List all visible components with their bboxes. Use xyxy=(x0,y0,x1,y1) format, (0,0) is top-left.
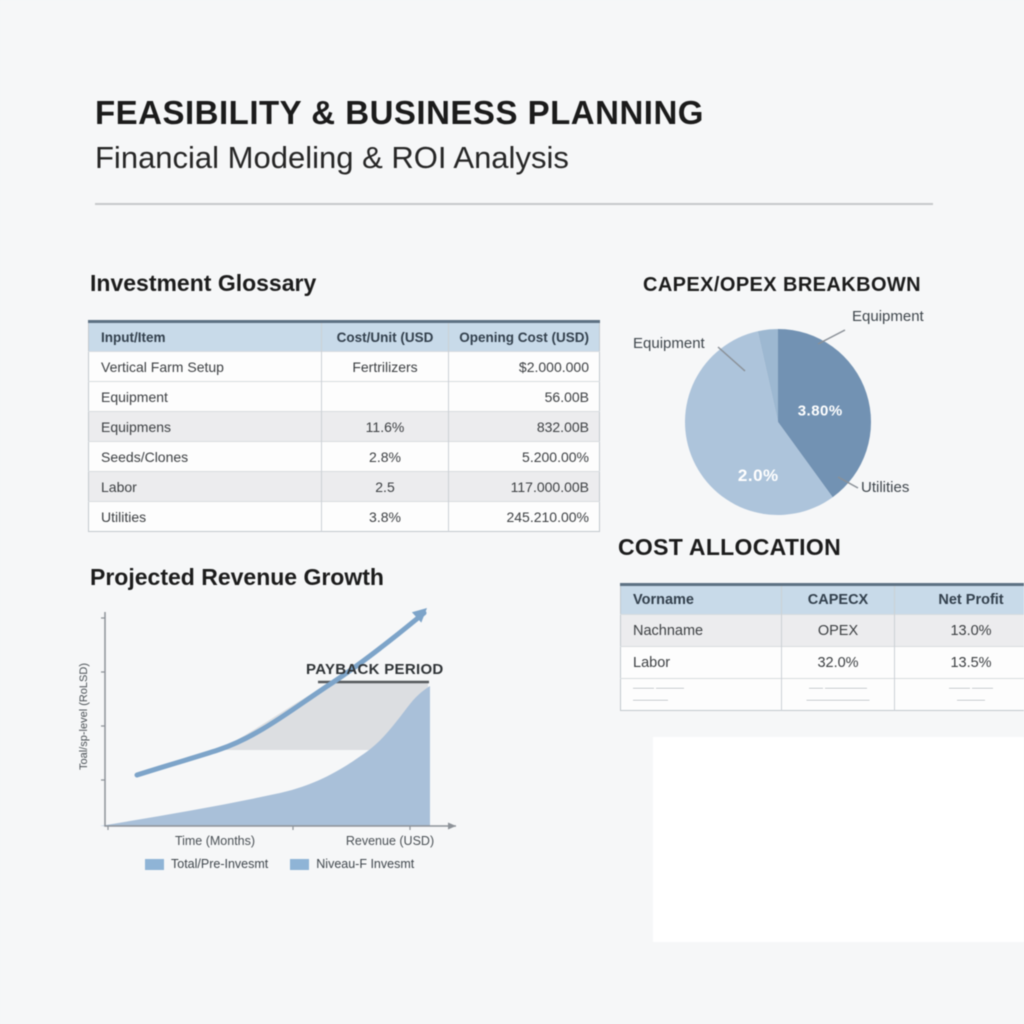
x-axis-label-revenue: Revenue (USD) xyxy=(345,834,435,848)
glossary-table: Input/Item Cost/Unit (USD Opening Cost (US… xyxy=(88,320,600,532)
legend-item: Total/Pre-Invesmt xyxy=(145,857,268,871)
page-title: FEASIBILITY & BUSINESS PLANNING xyxy=(95,94,704,131)
table-cell: 117.000.00B xyxy=(448,471,600,502)
pie-slice xyxy=(757,329,778,422)
chart-legend: Total/Pre-Invesmt Niveau-F Invesmt xyxy=(145,857,414,871)
column-header: Input/Item xyxy=(88,321,322,352)
legend-swatch-icon xyxy=(290,858,310,870)
table-cell: OPEX xyxy=(781,614,895,647)
table-cell: 13.0% xyxy=(894,614,1024,647)
x-axis-label-time: Time (Months) xyxy=(174,834,256,848)
table-row: Nachname OPEX 13.0% xyxy=(620,614,1024,647)
table-cell: Vertical Farm Setup xyxy=(88,351,322,382)
legend-label: Total/Pre-Invesmt xyxy=(171,857,269,871)
pie-label-equipment-right: Equipment xyxy=(852,308,924,325)
table-cell: 2.5 xyxy=(321,471,449,502)
callout-line xyxy=(717,346,746,372)
pie-slice-label: 2.0% xyxy=(738,466,779,485)
revenue-heading: Projected Revenue Growth xyxy=(90,564,384,590)
pie-label-utilities: Utilities xyxy=(861,479,910,496)
allocation-table: Vorname CAPECX Net Profit Nachname OPEX 13.0%… xyxy=(620,583,1024,711)
table-cell: Labor xyxy=(620,646,782,679)
table-row: Labor 2.5 117.000.00B xyxy=(88,471,600,502)
white-panel xyxy=(653,737,1024,942)
table-cell: ——— ——— ———— xyxy=(894,678,1024,711)
table-cell: 5.200.00% xyxy=(448,441,600,472)
table-cell: 2.8% xyxy=(321,441,449,472)
table-row: Utilities 3.8% 245.210.00% xyxy=(88,501,600,532)
table-cell: Labor xyxy=(88,471,322,502)
table-cell: 11.6% xyxy=(321,411,449,442)
table-cell: —— —————— ————————— xyxy=(781,678,895,711)
legend-swatch-icon xyxy=(145,858,164,870)
table-cell: ——— ———— ————— xyxy=(620,678,782,711)
table-header-row: Vorname CAPECX Net Profit xyxy=(620,584,1024,615)
table-cell: 56.00B xyxy=(448,381,600,412)
legend-item: Niveau-F Invesmt xyxy=(290,857,414,871)
callout-line xyxy=(817,329,846,345)
column-header: Vorname xyxy=(620,584,782,615)
table-header-row: Input/Item Cost/Unit (USD Opening Cost (US… xyxy=(88,321,600,352)
divider xyxy=(95,203,933,205)
column-header: Cost/Unit (USD xyxy=(321,321,449,352)
arrowhead xyxy=(411,608,427,623)
table-cell: Utilities xyxy=(88,501,322,532)
capex-heading: CAPEX/OPEX BREAKBOWN xyxy=(643,274,922,296)
growth-curve xyxy=(134,610,427,778)
table-row: Equipmens 11.6% 832.00B xyxy=(88,411,600,442)
column-header: CAPECX xyxy=(781,584,895,615)
table-cell xyxy=(321,381,449,412)
table-row: Seeds/Clones 2.8% 5.200.00% xyxy=(88,441,600,472)
capex-pie-chart: 3.80% 2.0% xyxy=(685,329,871,515)
page-subtitle: Financial Modeling & ROI Analysis xyxy=(95,140,569,175)
pie-slice xyxy=(778,329,871,498)
table-cell: 32.0% xyxy=(781,646,895,679)
table-cell: 832.00B xyxy=(448,411,600,442)
payback-annotation: PAYBACK PERIOD xyxy=(306,661,444,678)
callout-line xyxy=(837,476,859,489)
pie-label-equipment-left: Equipment xyxy=(633,335,705,352)
column-header: Net Profit xyxy=(894,584,1024,615)
revenue-chart xyxy=(100,608,456,830)
glossary-heading: Investment Glossary xyxy=(90,270,317,296)
axes xyxy=(104,612,456,827)
table-cell: Fertrilizers xyxy=(321,351,449,382)
table-cell: Equipmens xyxy=(88,411,322,442)
x-ticks xyxy=(107,826,411,830)
legend-label: Niveau-F Invesmt xyxy=(316,857,415,871)
blue-area xyxy=(100,686,430,826)
table-cell: $2.000.000 xyxy=(448,351,600,382)
table-cell: 13.5% xyxy=(894,646,1024,679)
pie-slice xyxy=(685,331,833,515)
allocation-heading: COST ALLOCATION xyxy=(618,534,841,560)
pie-slice-label: 3.80% xyxy=(798,403,843,420)
table-row: ——— ———— ————— —— —————— ————————— ——— ———… xyxy=(620,678,1024,711)
table-cell: Equipment xyxy=(88,381,322,412)
table-cell: 3.8% xyxy=(321,501,449,532)
table-row: Equipment 56.00B xyxy=(88,381,600,412)
x-axis-arrow xyxy=(448,822,456,830)
y-axis-label: Toal/sp-level (RoLSD) xyxy=(78,663,90,770)
column-header: Opening Cost (USD) xyxy=(448,321,600,352)
table-row: Vertical Farm Setup Fertrilizers $2.000.00… xyxy=(88,351,600,382)
y-ticks xyxy=(101,617,105,781)
gray-area xyxy=(218,682,429,750)
table-row: Labor 32.0% 13.5% xyxy=(620,646,1024,679)
table-cell: 245.210.00% xyxy=(448,501,600,532)
table-cell: Nachname xyxy=(620,614,782,647)
table-cell: Seeds/Clones xyxy=(88,441,322,472)
